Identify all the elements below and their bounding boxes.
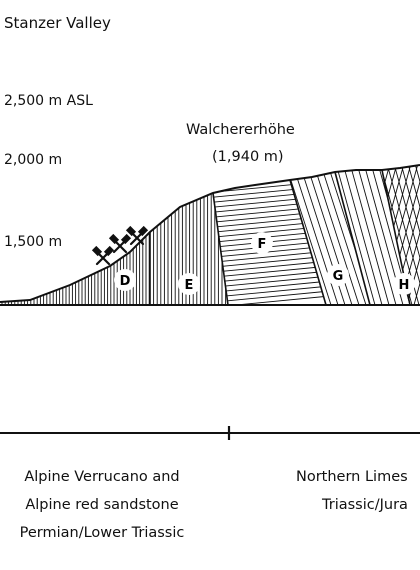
- terrain-profile: [0, 164, 420, 303]
- elevation-1500-label: 1,500 m: [4, 234, 63, 250]
- unit-label-d: D: [114, 269, 136, 291]
- legend-left: Alpine Verrucano and Alpine red sandston…: [0, 463, 204, 547]
- summit-name: Walchererhöhe: [186, 122, 295, 138]
- legend-right-line2: Triassic/Jura: [322, 497, 408, 513]
- mining-hammers-icon: [91, 225, 149, 266]
- unit-label-h: H: [393, 273, 415, 295]
- svg-text:E: E: [185, 278, 194, 293]
- legend-right: Northern Limes Triassic/Jura: [296, 463, 408, 519]
- summit-elevation: (1,940 m): [212, 149, 284, 165]
- unit-label-g: G: [327, 264, 349, 286]
- elevation-2000-label: 2,000 m: [4, 152, 63, 168]
- svg-text:G: G: [333, 269, 344, 284]
- legend-left-line2: Alpine red sandstone: [25, 497, 179, 513]
- legend-right-line1: Northern Limes: [296, 469, 408, 485]
- svg-text:H: H: [399, 278, 410, 293]
- valley-label: Stanzer Valley: [4, 14, 111, 32]
- svg-text:F: F: [258, 237, 267, 252]
- unit-d-pattern: [1, 232, 150, 305]
- elevation-2500-label: 2,500 m ASL: [4, 93, 93, 109]
- legend-left-line3: Permian/Lower Triassic: [19, 525, 185, 541]
- svg-text:D: D: [120, 274, 131, 289]
- unit-label-f: F: [251, 232, 273, 254]
- legend-left-line1: Alpine Verrucano and: [24, 469, 180, 485]
- unit-label-e: E: [178, 273, 200, 295]
